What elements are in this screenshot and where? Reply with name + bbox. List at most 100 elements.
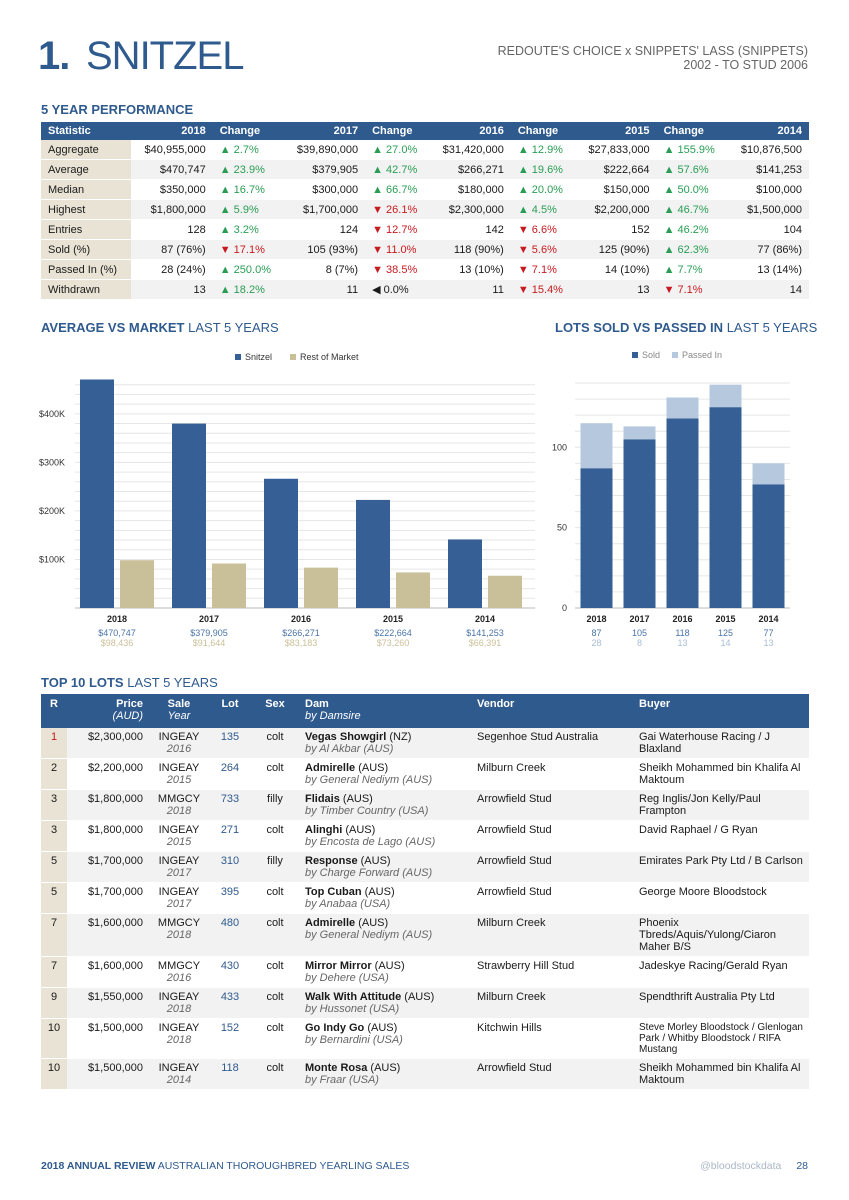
stud-years: 2002 - TO STUD 2006 (683, 58, 808, 72)
lot-number: 433 (209, 987, 251, 1019)
lot-sale: INGEAY 2016 (149, 728, 209, 759)
perf-change-cell: ▲ 62.3% (656, 239, 728, 260)
market-value-label: $73,260 (377, 638, 410, 648)
lot-dam: Top Cuban (AUS) by Anabaa (USA) (299, 882, 471, 914)
perf-change-cell: ▲ 4.5% (510, 199, 575, 220)
lot-dam: Vegas Showgirl (NZ) by Al Akbar (AUS) (299, 728, 471, 759)
market-bar (396, 572, 430, 608)
lot-rank: 10 (41, 1018, 67, 1059)
lot-price: $1,800,000 (67, 820, 149, 852)
lot-vendor: Strawberry Hill Stud (471, 956, 633, 988)
perf-value-cell: 128 (131, 219, 213, 240)
lot-buyer: Gai Waterhouse Racing / J Blaxland (633, 728, 809, 759)
lot-sex: colt (251, 758, 299, 790)
legend-label: Passed In (682, 350, 722, 360)
perf-header-7: 2015 (575, 122, 657, 140)
lot-buyer: Sheikh Mohammed bin Khalifa Al Maktoum (633, 1058, 809, 1090)
perf-stat-label: Entries (41, 219, 132, 240)
perf-change-cell: ▼ 26.1% (365, 199, 430, 220)
header-lot: Lot (209, 694, 251, 728)
avg-chart-title-bold: AVERAGE VS MARKET (41, 320, 185, 335)
dam-country: (AUS) (371, 960, 405, 972)
perf-stat-label: Median (41, 179, 132, 200)
perf-change-cell: ▼ 12.7% (365, 219, 430, 240)
perf-value-cell: $141,253 (727, 159, 809, 180)
page-number: 28 (796, 1160, 808, 1172)
legend-label: Sold (642, 350, 660, 360)
dam-name: Vegas Showgirl (305, 731, 387, 743)
perf-value-cell: $180,000 (429, 179, 511, 200)
damsire: by General Nediym (AUS) (305, 929, 433, 941)
lot-sale-code: INGEAY (158, 855, 200, 867)
lot-price: $1,700,000 (67, 882, 149, 914)
x-tick-label: 2015 (715, 614, 735, 624)
dam-name: Flidais (305, 793, 340, 805)
perf-value-cell: $39,890,000 (283, 140, 366, 160)
header-vendor: Vendor (471, 694, 633, 728)
perf-value-cell: 13 (10%) (429, 259, 511, 280)
lot-sale-code: MMGCY (157, 960, 201, 972)
top10-row: 9 $1,550,000 INGEAY 2018 433 colt Walk With At… (41, 987, 809, 1019)
damsire: by Fraar (USA) (305, 1074, 379, 1086)
perf-value-cell: 142 (429, 219, 511, 240)
perf-header-5: 2016 (429, 122, 511, 140)
dam-country: (AUS) (355, 917, 389, 929)
footer-subtitle: AUSTRALIAN THOROUGHBRED YEARLING SALES (157, 1160, 410, 1172)
top10-table: R Price (AUD) Sale Year Lot Sex Dam by Dams… (41, 694, 809, 1090)
lot-vendor: Milburn Creek (471, 987, 633, 1019)
dam-name: Monte Rosa (305, 1062, 368, 1074)
performance-table: Statistic 2018 Change 2017 Change 2016 Change 2… (41, 122, 809, 300)
legend-swatch (235, 354, 241, 360)
perf-value-cell: 14 (727, 279, 809, 300)
top10-title-bold: TOP 10 LOTS (41, 675, 124, 690)
perf-change-cell: ▲ 20.0% (510, 179, 575, 200)
lot-sale: MMGCY 2016 (149, 956, 209, 988)
lot-rank: 5 (41, 882, 67, 914)
lot-price: $1,550,000 (67, 987, 149, 1019)
perf-stat-label: Withdrawn (41, 279, 132, 300)
lot-number: 271 (209, 820, 251, 852)
lot-sale-code: INGEAY (158, 731, 200, 743)
perf-stat-label: Passed In (%) (41, 259, 132, 280)
perf-change-cell: ▲ 250.0% (212, 259, 284, 280)
perf-change-cell: ▲ 46.2% (656, 219, 728, 240)
damsire: by General Nediym (AUS) (305, 774, 433, 786)
snitzel-value-label: $141,253 (466, 628, 504, 638)
damsire: by Charge Forward (AUS) (305, 867, 433, 879)
market-value-label: $98,436 (101, 638, 134, 648)
passed-in-value-label: 14 (720, 638, 730, 648)
top10-row: 7 $1,600,000 MMGCY 2016 430 colt Mirror Mirror… (41, 956, 809, 988)
perf-value-cell: $1,500,000 (727, 199, 809, 220)
snitzel-value-label: $379,905 (190, 628, 228, 638)
lot-vendor: Milburn Creek (471, 758, 633, 790)
dam-country: (AUS) (355, 762, 389, 774)
perf-change-cell: ▲ 66.7% (365, 179, 430, 200)
lot-sale: INGEAY 2015 (149, 820, 209, 852)
perf-value-cell: 13 (131, 279, 213, 300)
dam-country: (NZ) (386, 731, 412, 743)
perf-row: Highest $1,800,000 ▲ 5.9% $1,700,000 ▼ 26.1%… (41, 199, 809, 220)
lot-sale-year: 2016 (166, 743, 192, 755)
perf-row: Average $470,747 ▲ 23.9% $379,905 ▲ 42.7% $26… (41, 159, 809, 180)
perf-row: Entries 128 ▲ 3.2% 124 ▼ 12.7% 142 ▼ 6.6% 152 ▲ … (41, 219, 809, 240)
perf-value-cell: $150,000 (575, 179, 657, 200)
lot-number: 395 (209, 882, 251, 914)
perf-value-cell: $100,000 (727, 179, 809, 200)
snitzel-bar (80, 379, 114, 608)
sold-bar (666, 418, 699, 608)
top10-row: 3 $1,800,000 INGEAY 2015 271 colt Alinghi (AUS… (41, 820, 809, 852)
header-price-sub: (AUD) (112, 710, 143, 722)
perf-change-cell: ▲ 42.7% (365, 159, 430, 180)
lot-sale: INGEAY 2018 (149, 1018, 209, 1059)
lot-rank: 2 (41, 758, 67, 790)
perf-stat-label: Sold (%) (41, 239, 132, 260)
sold-value-label: 125 (718, 628, 733, 638)
perf-header-3: 2017 (283, 122, 366, 140)
lot-price: $1,600,000 (67, 913, 149, 957)
perf-value-cell: $350,000 (131, 179, 213, 200)
pedigree: REDOUTE'S CHOICE x SNIPPETS' LASS (SNIPP… (497, 44, 808, 58)
passed-in-bar (580, 423, 613, 469)
passed-in-bar (666, 397, 699, 419)
perf-value-cell: $10,876,500 (727, 140, 809, 160)
lot-sale-code: INGEAY (158, 824, 200, 836)
